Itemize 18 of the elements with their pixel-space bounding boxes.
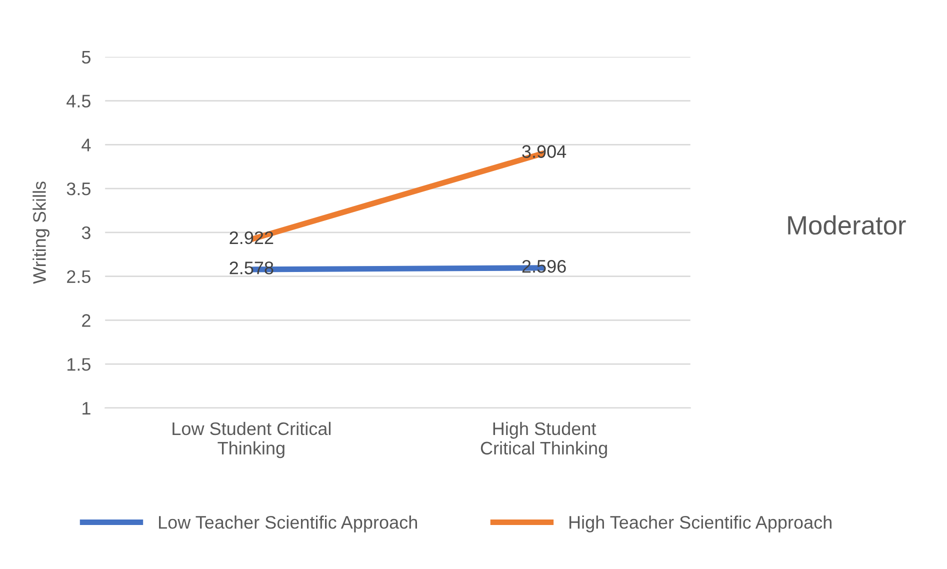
y-tick-label: 2.5 bbox=[67, 270, 90, 284]
y-tick-label: 4 bbox=[82, 138, 91, 152]
legend-label: High Teacher Scientific Approach bbox=[569, 516, 832, 532]
y-tick-label: 1 bbox=[82, 402, 90, 415]
y-axis-title: Writing Skills bbox=[32, 182, 50, 284]
x-tick-label: Low Student Critical Thinking bbox=[172, 422, 331, 458]
y-tick-label: 3 bbox=[82, 226, 90, 240]
data-label: 2.578 bbox=[230, 262, 274, 274]
legend-label: Low Teacher Scientific Approach bbox=[159, 516, 417, 532]
data-label: 3.904 bbox=[522, 145, 566, 158]
data-label: 2.596 bbox=[522, 260, 566, 273]
x-tick-label: High Student Critical Thinking bbox=[480, 422, 607, 458]
y-tick-label: 5 bbox=[82, 51, 90, 64]
y-tick-label: 4.5 bbox=[66, 94, 90, 108]
y-tick-label: 2 bbox=[82, 314, 90, 327]
text: Moderator bbox=[788, 215, 906, 235]
y-tick-label: 3.5 bbox=[66, 182, 90, 196]
y-tick-label: 1.5 bbox=[68, 358, 90, 371]
